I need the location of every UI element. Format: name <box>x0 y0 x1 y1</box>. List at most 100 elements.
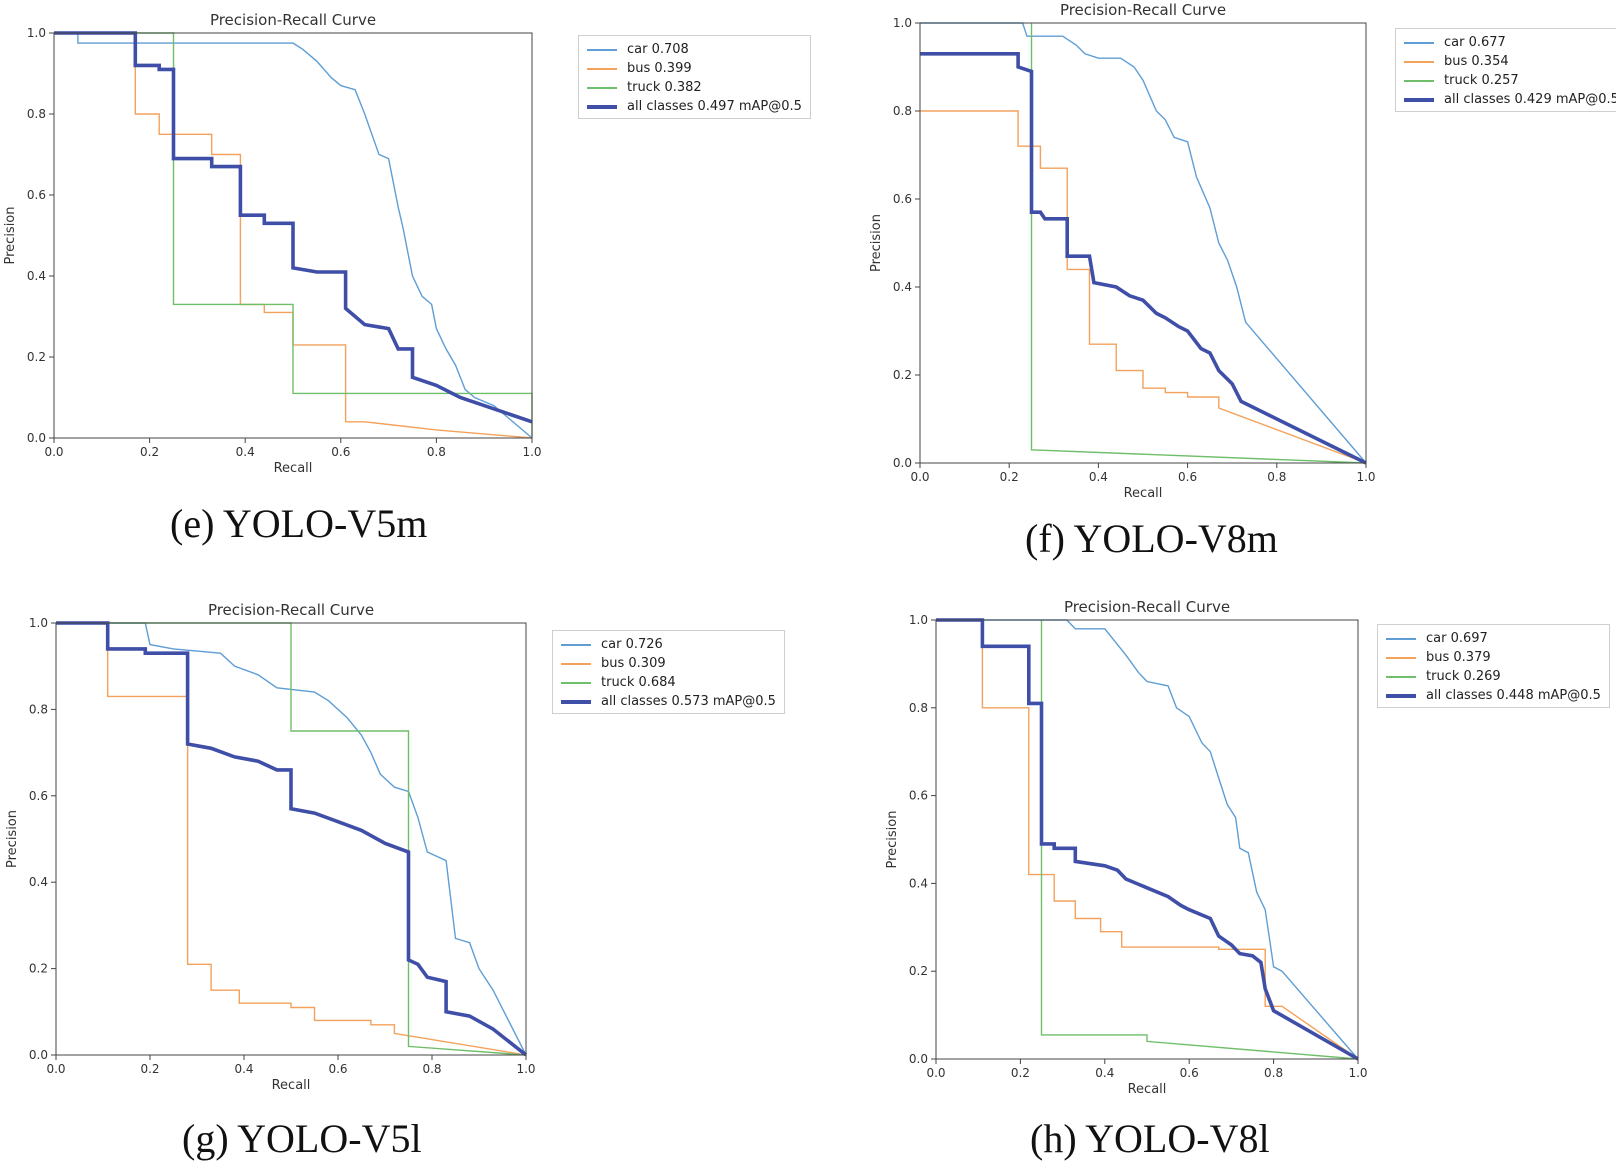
pr-chart-e: Precision-Recall Curve 0.0 0.2 0.4 0.6 0.8 1.0… <box>3 11 542 476</box>
x-tick-label: 0.0 <box>910 470 929 484</box>
chart-panel-e: Precision-Recall Curve 0.0 0.2 0.4 0.6 0.8 1.0… <box>0 0 820 560</box>
legend-swatch <box>1404 97 1434 102</box>
pr-chart-g: Precision-Recall Curve 0.0 0.2 0.4 0.6 0.8 1.0… <box>5 601 536 1093</box>
chart-title: Precision-Recall Curve <box>1064 598 1230 616</box>
legend-g: car 0.726 bus 0.309 truck 0.684 all classes… <box>552 630 785 714</box>
pr-chart-f: Precision-Recall Curve 0.0 0.2 0.4 0.6 0.8 1.0… <box>869 1 1376 501</box>
y-tick-label: 0.8 <box>893 104 912 118</box>
legend-item-all: all classes 0.429 mAP@0.5 <box>1404 90 1616 109</box>
y-tick-label: 1.0 <box>29 616 48 630</box>
y-axis-label: Precision <box>3 206 18 264</box>
caption-g: (g) YOLO-V5l <box>182 1116 422 1161</box>
legend-label: truck 0.269 <box>1426 669 1501 684</box>
x-tick-label: 0.0 <box>926 1066 945 1080</box>
series-line-car <box>936 619 1359 1060</box>
x-tick-label: 1.0 <box>516 1062 535 1076</box>
legend-swatch <box>1404 41 1434 44</box>
legend-item-car: car 0.677 <box>1404 33 1616 52</box>
series-line-car <box>56 622 527 1056</box>
y-tick-label: 1.0 <box>909 613 928 627</box>
chart-title: Precision-Recall Curve <box>1060 1 1226 19</box>
legend-item-bus: bus 0.309 <box>561 654 776 673</box>
legend-label: all classes 0.448 mAP@0.5 <box>1426 688 1601 703</box>
y-tick-label: 0.2 <box>27 350 46 364</box>
y-tick-label: 0.4 <box>893 280 912 294</box>
y-tick-label: 0.6 <box>893 192 912 206</box>
legend-item-all: all classes 0.573 mAP@0.5 <box>561 692 776 711</box>
legend-item-car: car 0.697 <box>1386 629 1601 648</box>
legend-swatch <box>1386 637 1416 640</box>
y-tick-label: 0.8 <box>29 702 48 716</box>
caption-f: (f) YOLO-V8m <box>1025 516 1278 561</box>
y-tick-label: 0.6 <box>909 789 928 803</box>
legend-swatch <box>1386 693 1416 698</box>
series-group <box>920 22 1367 465</box>
x-tick-label: 0.2 <box>140 1062 159 1076</box>
chart-panel-g: Precision-Recall Curve 0.0 0.2 0.4 0.6 0.8 1.0… <box>0 590 820 1173</box>
y-tick-label: 0.0 <box>909 1052 928 1066</box>
y-axis-label: Precision <box>885 810 900 868</box>
legend-label: truck 0.257 <box>1444 73 1519 88</box>
x-tick-label: 0.6 <box>331 445 350 459</box>
y-axis-label: Precision <box>869 214 884 272</box>
y-tick-label: 1.0 <box>893 16 912 30</box>
plot-frame <box>55 622 527 1056</box>
y-tick-label: 0.2 <box>909 964 928 978</box>
legend-swatch <box>561 662 591 665</box>
series-line-all <box>56 621 528 1057</box>
legend-swatch <box>561 699 591 704</box>
x-tick-label: 0.2 <box>1011 1066 1030 1080</box>
series-line-car <box>54 32 533 439</box>
legend-swatch <box>587 67 617 70</box>
x-tick-label: 0.8 <box>1264 1066 1283 1080</box>
series-line-bus <box>56 622 527 1056</box>
y-tick-label: 1.0 <box>27 26 46 40</box>
legend-item-bus: bus 0.399 <box>587 59 802 78</box>
x-tick-label: 0.8 <box>427 445 446 459</box>
caption-e: (e) YOLO-V5m <box>170 501 428 546</box>
chart-title: Precision-Recall Curve <box>210 11 376 29</box>
legend-label: car 0.677 <box>1444 35 1506 50</box>
y-tick-label: 0.0 <box>27 431 46 445</box>
series-group <box>936 618 1359 1061</box>
x-tick-label: 0.8 <box>1267 470 1286 484</box>
legend-h: car 0.697 bus 0.379 truck 0.269 all classes… <box>1377 624 1610 708</box>
x-tick-label: 0.0 <box>44 445 63 459</box>
legend-label: all classes 0.429 mAP@0.5 <box>1444 92 1616 107</box>
legend-label: truck 0.684 <box>601 675 676 690</box>
plot-frame <box>935 619 1359 1060</box>
y-tick-label: 0.2 <box>893 368 912 382</box>
legend-swatch <box>561 643 591 646</box>
legend-label: truck 0.382 <box>627 80 702 95</box>
legend-label: bus 0.379 <box>1426 650 1491 665</box>
legend-item-bus: bus 0.354 <box>1404 52 1616 71</box>
series-line-bus <box>936 619 1359 1060</box>
legend-item-truck: truck 0.684 <box>561 673 776 692</box>
x-tick-label: 0.4 <box>1089 470 1108 484</box>
legend-item-car: car 0.708 <box>587 40 802 59</box>
legend-item-bus: bus 0.379 <box>1386 648 1601 667</box>
x-axis-label: Recall <box>1128 1082 1167 1097</box>
x-tick-label: 0.4 <box>1095 1066 1114 1080</box>
legend-swatch <box>587 86 617 89</box>
y-tick-label: 0.4 <box>909 876 928 890</box>
legend-label: car 0.708 <box>627 42 689 57</box>
legend-item-truck: truck 0.382 <box>587 78 802 97</box>
series-group <box>54 31 533 439</box>
y-tick-label: 0.6 <box>29 789 48 803</box>
legend-swatch <box>1386 675 1416 678</box>
x-tick-label: 0.2 <box>140 445 159 459</box>
series-line-all <box>920 51 1367 465</box>
legend-swatch <box>1404 60 1434 63</box>
legend-e: car 0.708 bus 0.399 truck 0.382 all classes… <box>578 35 811 119</box>
plot-frame <box>53 32 533 439</box>
legend-label: all classes 0.573 mAP@0.5 <box>601 694 776 709</box>
series-line-truck <box>1040 620 1359 1060</box>
legend-label: all classes 0.497 mAP@0.5 <box>627 99 802 114</box>
x-tick-label: 0.4 <box>234 1062 253 1076</box>
series-line-all <box>936 618 1359 1061</box>
x-tick-label: 0.2 <box>1000 470 1019 484</box>
series-line-car <box>920 22 1367 464</box>
x-tick-label: 0.0 <box>46 1062 65 1076</box>
x-tick-label: 0.6 <box>328 1062 347 1076</box>
